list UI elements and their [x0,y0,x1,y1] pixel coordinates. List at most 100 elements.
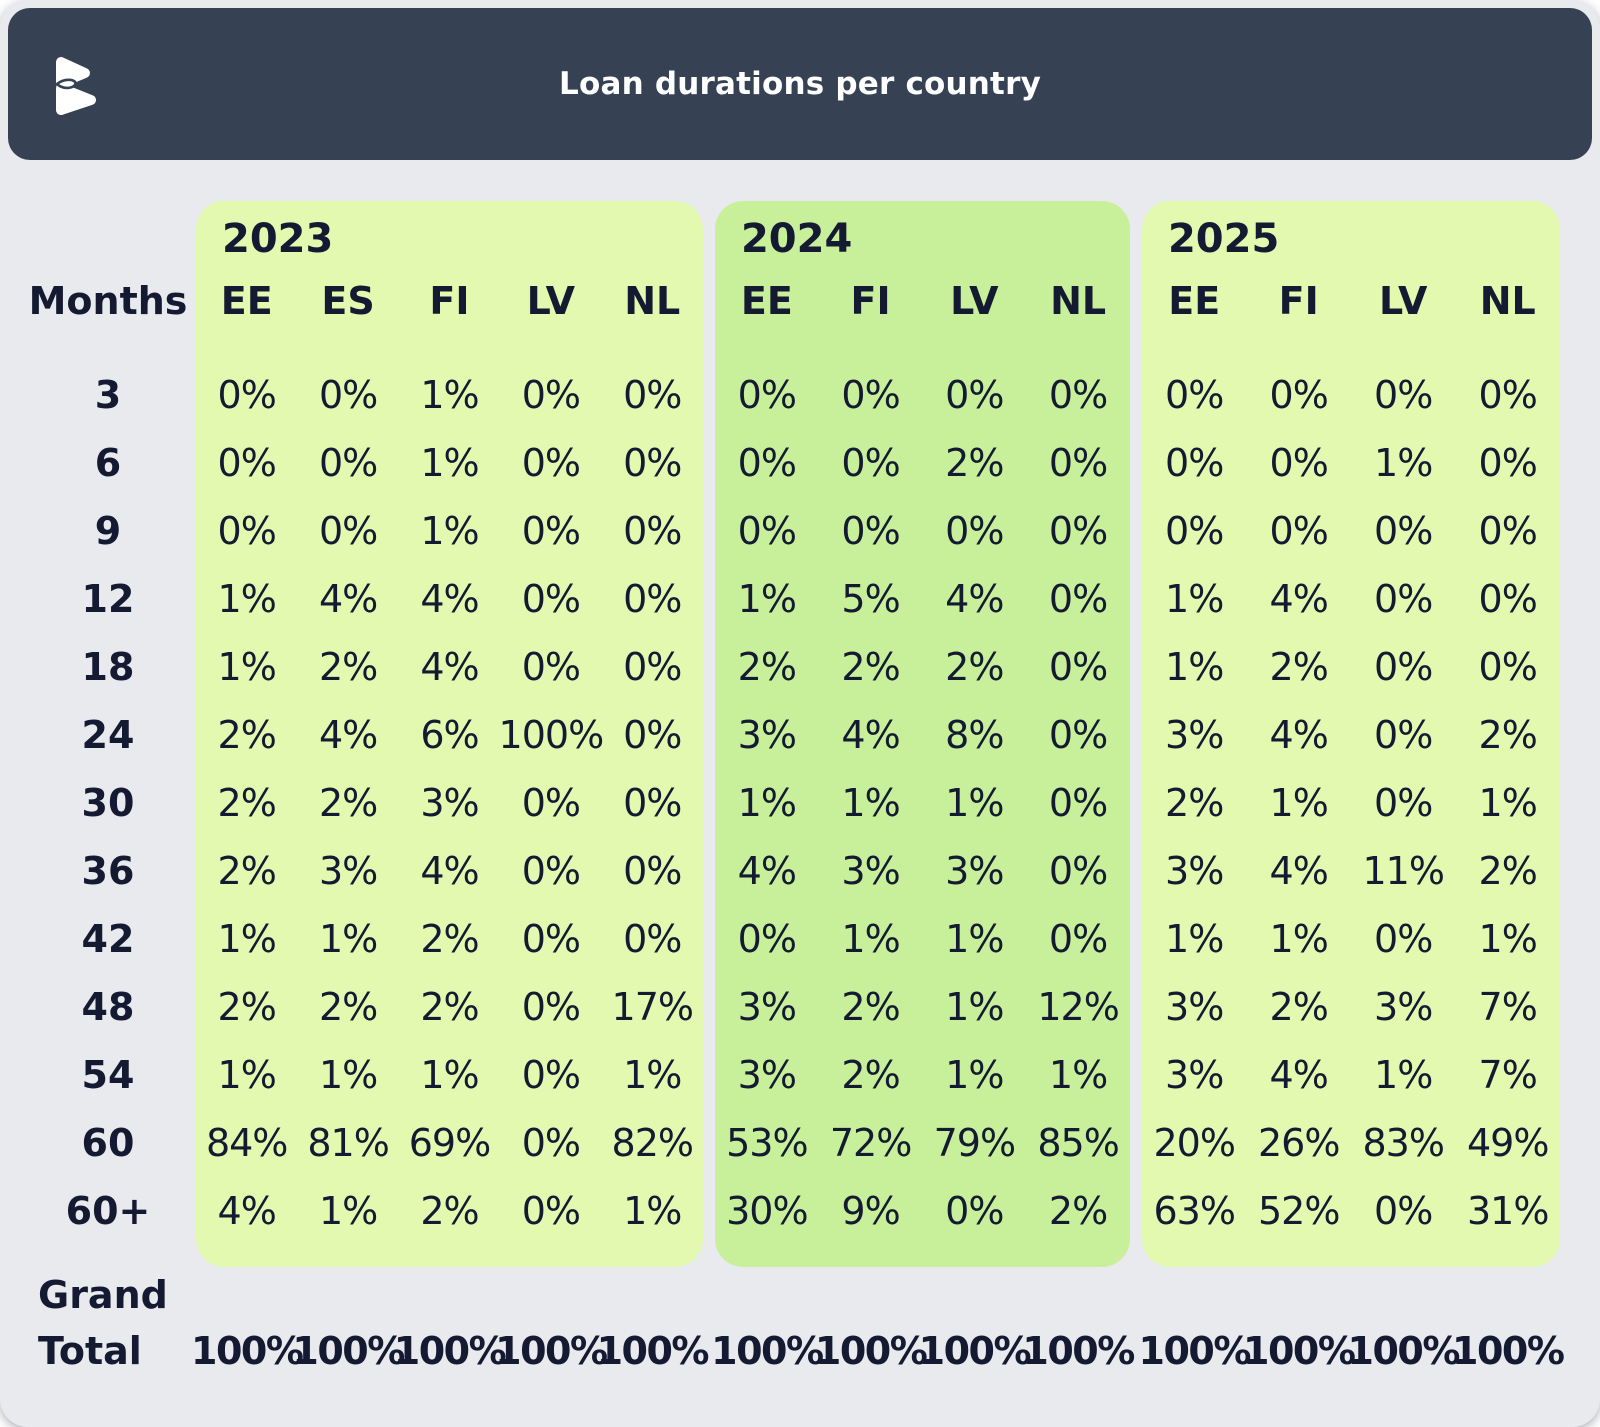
data-cell-2023-LV-12: 0% [521,577,581,621]
data-cell-2024-NL-12: 0% [1048,577,1108,621]
data-cell-2025-LV-6: 1% [1374,441,1433,485]
grand-total-cell: 100% [191,1329,304,1373]
data-cell-2024-NL-6: 0% [1048,441,1108,485]
data-cell-2025-EE-12: 1% [1165,577,1224,621]
data-cell-2025-FI-60: 26% [1257,1121,1340,1165]
data-cell-2024-NL-9: 0% [1048,509,1108,553]
data-cell-2025-EE-36: 3% [1165,849,1224,893]
data-cell-2025-FI-36: 4% [1269,849,1329,893]
data-cell-2023-FI-12: 4% [420,577,479,621]
data-cell-2023-NL-60+: 1% [623,1189,682,1233]
data-cell-2023-NL-12: 0% [623,577,682,621]
data-cell-2024-EE-6: 0% [737,441,797,485]
data-cell-2025-LV-3: 0% [1374,373,1433,417]
data-cell-2023-LV-9: 0% [521,509,581,553]
data-cell-2024-LV-30: 1% [945,781,1004,825]
pivot-table: Months 2023 EE ES FI LV NL 0% 0% 1% 0% 0% 0% 0% 1% 0% 0… [0,201,1565,1379]
data-cell-2023-ES-60+: 1% [318,1189,378,1233]
data-cell-2024-FI-60: 72% [829,1121,912,1165]
data-cell-2023-ES-3: 0% [318,373,378,417]
row-label-60+: 60+ [65,1189,151,1233]
data-cell-2023-FI-30: 3% [420,781,479,825]
grand-total-label: Grand Total [38,1273,168,1373]
data-cell-2025-EE-48: 3% [1165,985,1224,1029]
data-cell-2023-NL-60: 82% [611,1121,694,1165]
panel-2023 [196,201,703,1267]
data-cell-2025-NL-42: 1% [1478,917,1538,961]
data-cell-2023-LV-3: 0% [521,373,581,417]
data-cell-2024-EE-60+: 30% [726,1189,808,1233]
data-cell-2025-EE-24: 3% [1165,713,1224,757]
months-column-header: Months [28,279,188,323]
data-cell-2025-FI-3: 0% [1269,373,1329,417]
data-cell-2025-EE-54: 3% [1165,1053,1224,1097]
data-cell-2023-NL-30: 0% [623,781,682,825]
row-label-48: 48 [81,985,135,1029]
country-header-2025-EE: EE [1168,279,1221,323]
data-cell-2024-FI-48: 2% [841,985,900,1029]
data-cell-2023-ES-54: 1% [318,1053,378,1097]
data-cell-2023-LV-48: 0% [521,985,581,1029]
data-cell-2023-LV-30: 0% [521,781,581,825]
data-cell-2023-FI-24: 6% [420,713,479,757]
grand-total-cell: 100% [814,1329,928,1373]
data-cell-2024-NL-60+: 2% [1048,1189,1108,1233]
data-cell-2025-FI-12: 4% [1269,577,1329,621]
data-cell-2023-ES-6: 0% [318,441,378,485]
data-cell-2025-LV-54: 1% [1374,1053,1433,1097]
data-cell-2023-NL-3: 0% [623,373,682,417]
row-label-42: 42 [81,917,135,961]
data-cell-2023-LV-54: 0% [521,1053,581,1097]
data-cell-2023-ES-30: 2% [318,781,378,825]
data-cell-2025-LV-30: 0% [1374,781,1433,825]
data-cell-2023-ES-12: 4% [318,577,378,621]
data-cell-2025-LV-42: 0% [1374,917,1433,961]
data-cell-2024-LV-48: 1% [945,985,1004,1029]
data-cell-2023-LV-60+: 0% [521,1189,581,1233]
grand-total-cell: 100% [711,1329,824,1373]
data-cell-2024-LV-24: 8% [945,713,1004,757]
data-cell-2024-EE-18: 2% [737,645,797,689]
data-cell-2024-NL-36: 0% [1048,849,1108,893]
row-label-3: 3 [94,373,122,417]
data-cell-2025-NL-3: 0% [1478,373,1538,417]
year-heading-2025: 2025 [1167,216,1280,262]
data-cell-2024-LV-60: 79% [933,1121,1016,1165]
data-cell-2024-FI-18: 2% [841,645,900,689]
data-cell-2024-NL-48: 12% [1037,985,1119,1029]
data-cell-2024-LV-9: 0% [945,509,1004,553]
data-cell-2025-LV-60+: 0% [1374,1189,1433,1233]
data-cell-2023-NL-24: 0% [623,713,682,757]
data-cell-2024-EE-12: 1% [737,577,797,621]
data-cell-2023-EE-36: 2% [217,849,277,893]
data-cell-2025-FI-6: 0% [1269,441,1329,485]
country-header-2025-LV: LV [1379,279,1428,323]
data-cell-2024-FI-24: 4% [841,713,900,757]
data-cell-2024-FI-12: 5% [841,577,900,621]
data-cell-2024-NL-60: 85% [1037,1121,1119,1165]
data-cell-2023-NL-36: 0% [623,849,682,893]
data-cell-2024-FI-54: 2% [841,1053,900,1097]
data-cell-2024-LV-12: 4% [945,577,1004,621]
data-cell-2025-FI-30: 1% [1269,781,1329,825]
data-cell-2025-NL-24: 2% [1478,713,1538,757]
data-cell-2023-FI-42: 2% [420,917,479,961]
data-cell-2023-EE-9: 0% [217,509,277,553]
data-cell-2024-FI-36: 3% [841,849,900,893]
data-cell-2024-FI-9: 0% [841,509,900,553]
data-cell-2024-EE-48: 3% [737,985,797,1029]
data-cell-2025-FI-24: 4% [1269,713,1329,757]
data-cell-2024-LV-42: 1% [945,917,1004,961]
data-cell-2023-LV-60: 0% [521,1121,581,1165]
data-cell-2024-NL-24: 0% [1048,713,1108,757]
data-cell-2023-LV-18: 0% [521,645,581,689]
logo-loop [55,78,77,90]
grand-total-cell: 100% [1022,1329,1135,1373]
data-cell-2023-FI-18: 4% [420,645,479,689]
data-cell-2025-LV-48: 3% [1374,985,1433,1029]
panel-2025 [1141,201,1560,1267]
data-cell-2024-NL-30: 0% [1048,781,1108,825]
data-cell-2023-NL-9: 0% [623,509,682,553]
data-cell-2025-NL-60: 49% [1466,1121,1549,1165]
